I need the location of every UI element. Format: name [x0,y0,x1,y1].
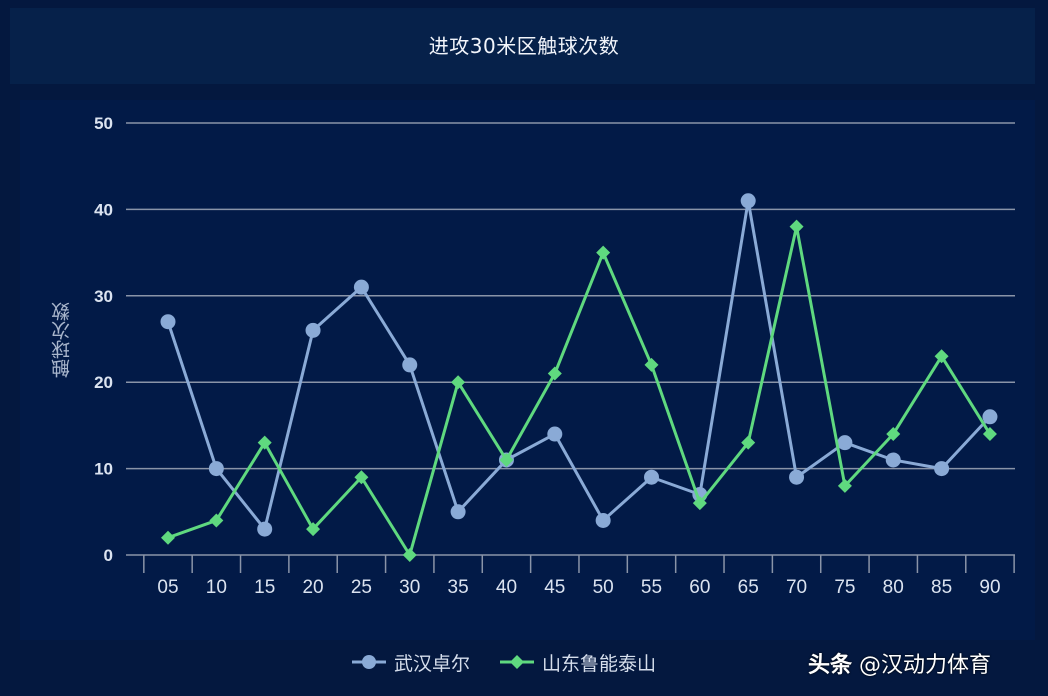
x-tick-label: 35 [448,577,469,598]
y-tick-label: 10 [94,460,113,479]
x-tick-label: 65 [738,577,759,598]
data-point[interactable] [740,193,756,209]
y-tick-label: 30 [94,287,113,306]
data-point[interactable] [644,357,659,372]
legend: 武汉卓尔 山东鲁能泰山 [352,648,656,676]
x-tick-label: 40 [496,577,517,598]
series-line [167,225,992,557]
data-point[interactable] [160,314,176,330]
data-point[interactable] [982,427,997,442]
data-point[interactable] [789,469,805,485]
data-point[interactable] [161,530,175,545]
x-tick-label: 25 [351,577,372,598]
data-point[interactable] [595,512,611,528]
x-tick-label: 05 [157,577,178,598]
data-point[interactable] [837,435,853,451]
x-tick-label: 45 [544,577,565,598]
chart-title: 进攻30米区触球次数 [428,34,620,58]
y-tick-label: 0 [104,546,113,565]
data-point[interactable] [982,409,998,425]
data-point[interactable] [596,245,611,260]
x-tick-label: 90 [979,577,1000,598]
legend-label: 山东鲁能泰山 [542,652,657,675]
x-tick-label: 55 [641,577,662,598]
x-tick-label: 85 [931,577,952,598]
watermark-handle: @汉动力体育 [859,653,992,678]
plot-area [20,100,1035,640]
data-point[interactable] [354,470,369,485]
data-point[interactable] [209,513,224,528]
x-tick-label: 10 [206,577,227,598]
y-tick-label: 40 [94,200,113,219]
data-point[interactable] [547,366,562,381]
x-tick-label: 50 [593,577,614,598]
data-point[interactable] [934,349,949,364]
x-tick-label: 75 [834,577,855,598]
watermark: 头条 @汉动力体育 [808,647,991,679]
data-point[interactable] [789,219,804,234]
data-point[interactable] [305,322,321,338]
y-axis-label: 触球次数 [51,302,73,378]
x-tick-label: 20 [302,577,323,598]
data-point[interactable] [934,461,950,477]
legend-item-wuhan[interactable]: 武汉卓尔 [352,649,470,676]
data-point[interactable] [451,375,466,390]
y-tick-label: 20 [94,373,113,392]
data-point[interactable] [257,521,273,537]
legend-label: 武汉卓尔 [394,652,471,675]
data-point[interactable] [257,435,272,450]
x-tick-label: 70 [786,577,807,598]
data-point[interactable] [644,469,659,485]
legend-item-shandong[interactable]: 山东鲁能泰山 [500,649,656,676]
data-point[interactable] [692,496,707,511]
series-line [166,199,992,531]
x-tick-label: 30 [399,577,420,598]
data-point[interactable] [402,357,418,373]
x-tick-label: 60 [689,577,710,598]
data-point[interactable] [837,478,852,493]
data-point[interactable] [208,461,224,477]
y-tick-label: 50 [94,114,113,133]
circle-marker-icon [352,655,386,669]
x-tick-label: 80 [883,577,904,598]
x-tick-label: 15 [254,577,275,598]
data-point[interactable] [886,427,901,442]
data-point[interactable] [741,435,756,450]
data-point[interactable] [450,504,466,520]
data-point[interactable] [885,452,901,468]
data-point[interactable] [306,522,321,537]
series-1 [161,219,997,562]
data-point[interactable] [353,279,369,295]
diamond-marker-icon [500,655,535,669]
watermark-brand: 头条 [808,653,853,678]
title-band [10,8,1035,84]
data-point[interactable] [547,426,563,442]
series-0 [160,193,998,537]
data-point[interactable] [402,548,417,562]
data-point[interactable] [499,452,514,467]
